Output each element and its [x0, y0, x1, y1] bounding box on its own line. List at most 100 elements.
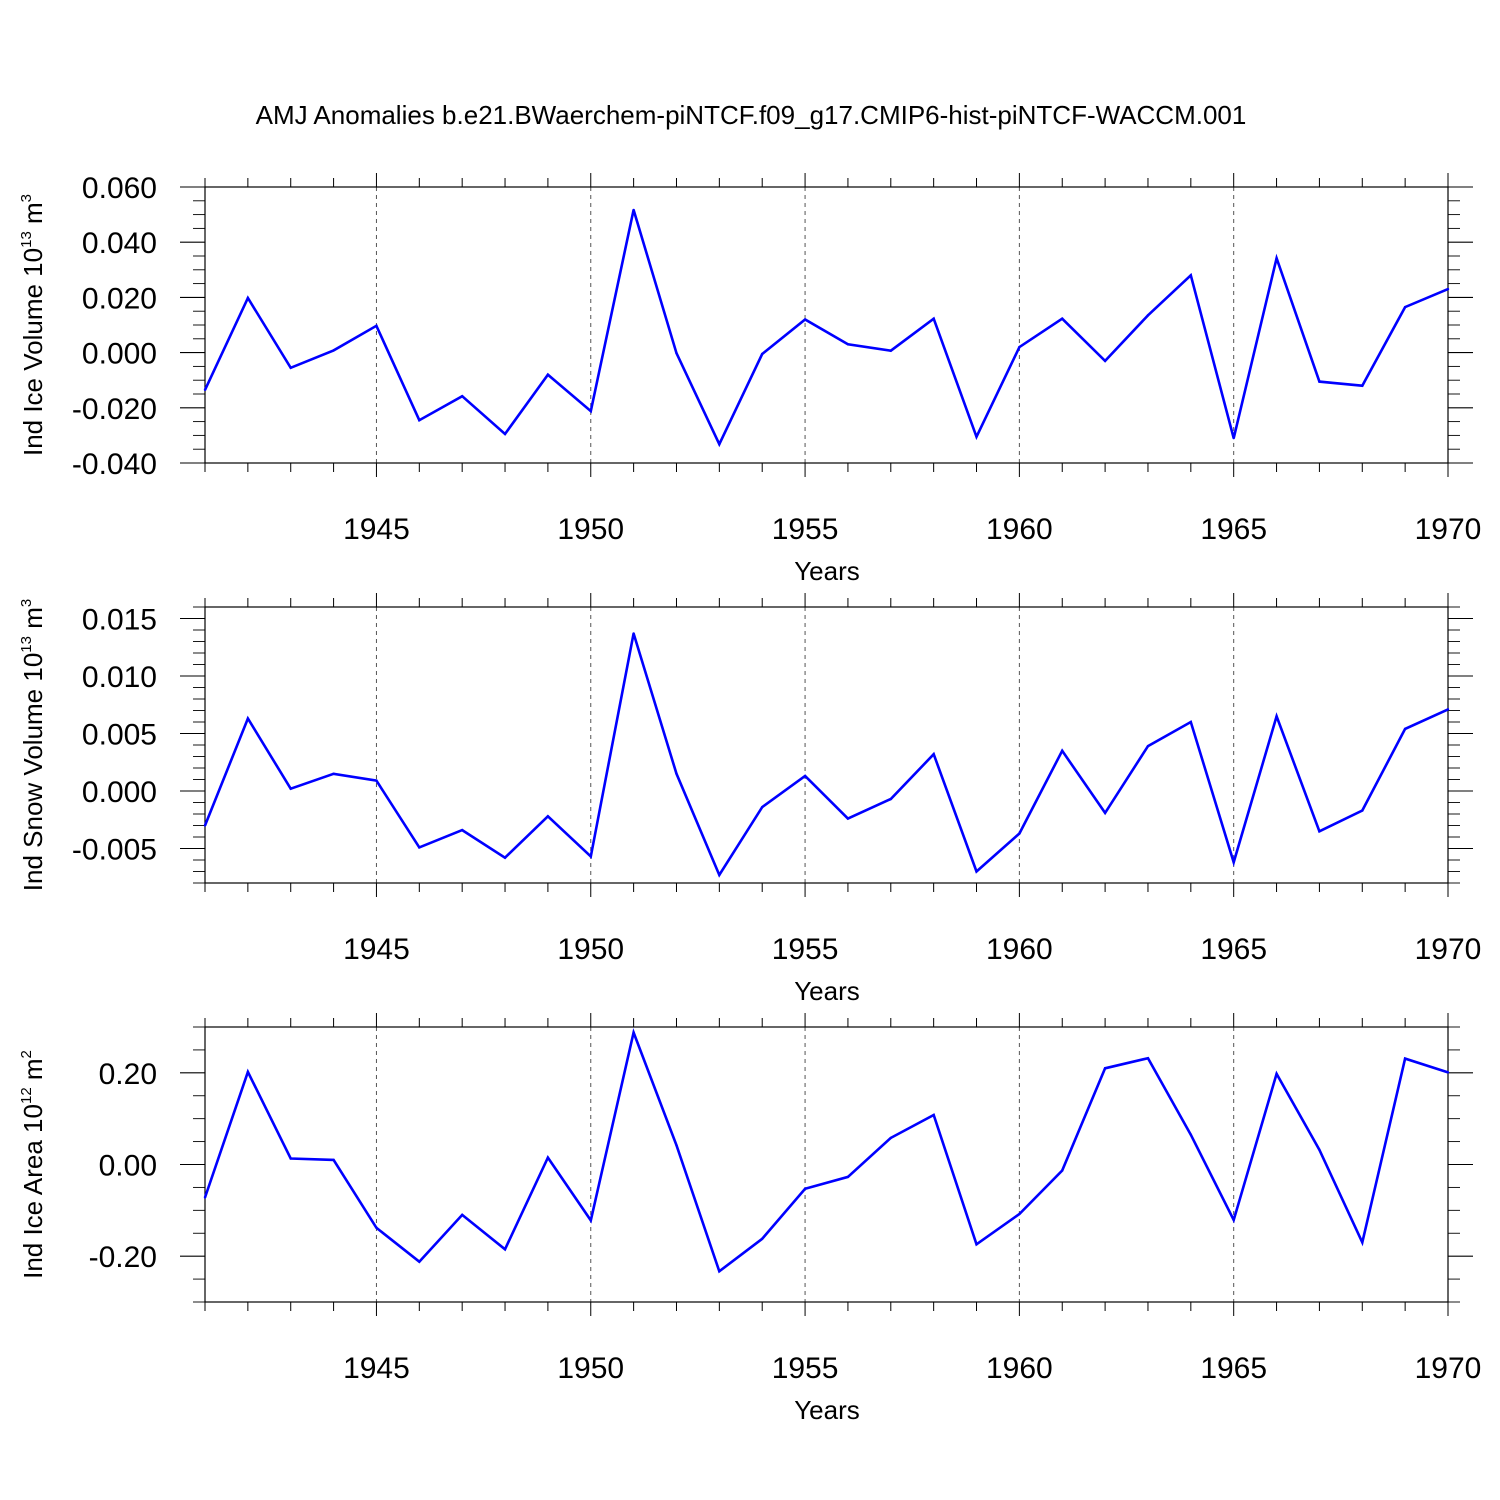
- x-tick-label: 1965: [1200, 1352, 1267, 1385]
- data-point: [632, 632, 635, 635]
- data-point: [632, 208, 635, 212]
- data-point: [889, 1136, 892, 1140]
- data-point: [846, 343, 850, 346]
- y-tick-label: 0.020: [82, 282, 157, 315]
- data-point: [1018, 832, 1021, 835]
- x-tick-label: 1955: [772, 513, 839, 546]
- data-point: [1275, 715, 1278, 718]
- data-point: [889, 797, 892, 801]
- y-tick-label: 0.005: [82, 719, 157, 752]
- data-point: [418, 419, 421, 422]
- data-point: [1018, 1212, 1021, 1216]
- data-point: [803, 318, 807, 321]
- x-tick-label: 1960: [986, 513, 1053, 546]
- data-point: [1103, 811, 1107, 815]
- data-point: [503, 1248, 507, 1251]
- data-point: [1275, 257, 1278, 260]
- data-point: [1446, 287, 1450, 291]
- series-line: [203, 633, 1449, 878]
- unit-name: m: [18, 1058, 48, 1087]
- series-line: [203, 1028, 1449, 1274]
- data-point: [589, 855, 592, 858]
- data-point: [932, 1113, 935, 1117]
- data-point: [546, 373, 550, 376]
- data-point: [503, 432, 507, 436]
- unit-power: 2: [18, 1050, 35, 1058]
- y-axis-title: Ind Ice Area 1012 m2: [18, 1050, 48, 1279]
- data-point: [546, 1156, 550, 1159]
- data-point: [889, 349, 892, 352]
- x-tick-label: 1960: [986, 933, 1053, 966]
- data-point: [761, 352, 764, 356]
- y-tick-label: 0.015: [82, 604, 157, 637]
- data-point: [1318, 830, 1321, 833]
- y-tick-label: 0.010: [82, 661, 157, 694]
- data-point: [332, 772, 335, 775]
- data-point: [375, 1226, 378, 1229]
- data-point: [975, 1243, 978, 1246]
- unit-power: 3: [18, 194, 35, 202]
- unit-power: 3: [18, 599, 35, 607]
- x-axis-title: Years: [794, 976, 860, 1006]
- data-point: [203, 388, 207, 392]
- data-point: [1275, 1072, 1278, 1075]
- y-tick-label: 0.000: [82, 338, 157, 371]
- panel-1: -0.040 -0.020 0.000 0.020 0.040 0.060 1945 1950…: [18, 172, 1481, 586]
- data-point: [675, 1144, 678, 1147]
- y-tick-label: -0.005: [72, 834, 157, 867]
- unit-exponent: 12: [18, 1087, 35, 1104]
- data-point: [460, 1213, 464, 1217]
- data-point: [418, 1260, 421, 1263]
- data-point: [418, 846, 421, 849]
- data-point: [332, 349, 335, 352]
- data-point: [1361, 1241, 1364, 1244]
- data-point: [718, 873, 721, 877]
- data-point: [1318, 380, 1321, 383]
- data-point: [1103, 359, 1107, 363]
- data-point: [1361, 384, 1364, 387]
- data-point: [1403, 727, 1407, 731]
- data-point: [289, 787, 292, 790]
- data-point: [675, 351, 678, 355]
- data-point: [761, 1237, 764, 1240]
- data-point: [1403, 305, 1407, 309]
- unit-exponent: 13: [18, 636, 35, 653]
- data-point: [503, 856, 507, 859]
- data-point: [246, 1070, 250, 1074]
- unit-base: 10: [18, 653, 48, 682]
- x-tick-label: 1965: [1200, 933, 1267, 966]
- x-axis-title: Years: [794, 556, 860, 586]
- y-axis-title: Ind Ice Volume 1013 m3: [18, 194, 48, 456]
- data-point: [932, 753, 935, 756]
- x-tick-label: 1960: [986, 1352, 1053, 1385]
- panels: -0.040 -0.020 0.000 0.020 0.040 0.060 1945 1950…: [18, 172, 1481, 1425]
- data-point: [1446, 708, 1450, 711]
- data-point: [246, 296, 250, 300]
- data-point: [1232, 861, 1235, 864]
- unit-base: 10: [18, 248, 48, 277]
- unit-name: m: [18, 607, 48, 636]
- data-point: [675, 772, 678, 775]
- data-point: [1189, 720, 1193, 724]
- y-tick-label: 0.20: [99, 1058, 157, 1091]
- x-tick-label: 1955: [772, 1352, 839, 1385]
- data-point: [803, 1187, 807, 1190]
- data-point: [546, 815, 550, 818]
- y-axis-label: Ind Snow Volume: [18, 682, 48, 892]
- data-point: [632, 1031, 635, 1034]
- plot-frame: [204, 606, 1449, 884]
- data-point: [289, 366, 292, 369]
- data-point: [589, 1219, 592, 1222]
- y-tick-label: -0.040: [72, 448, 157, 481]
- data-point: [1146, 314, 1150, 317]
- x-tick-label: 1970: [1415, 513, 1482, 546]
- data-point: [332, 1158, 335, 1162]
- data-point: [460, 828, 464, 832]
- y-tick-label: -0.020: [72, 393, 157, 426]
- y-axis-label: Ind Ice Volume: [18, 277, 48, 456]
- x-tick-label: 1945: [343, 933, 410, 966]
- data-point: [1061, 317, 1064, 320]
- x-tick-label: 1970: [1415, 1352, 1482, 1385]
- data-point: [718, 443, 721, 446]
- data-point: [1061, 1169, 1064, 1172]
